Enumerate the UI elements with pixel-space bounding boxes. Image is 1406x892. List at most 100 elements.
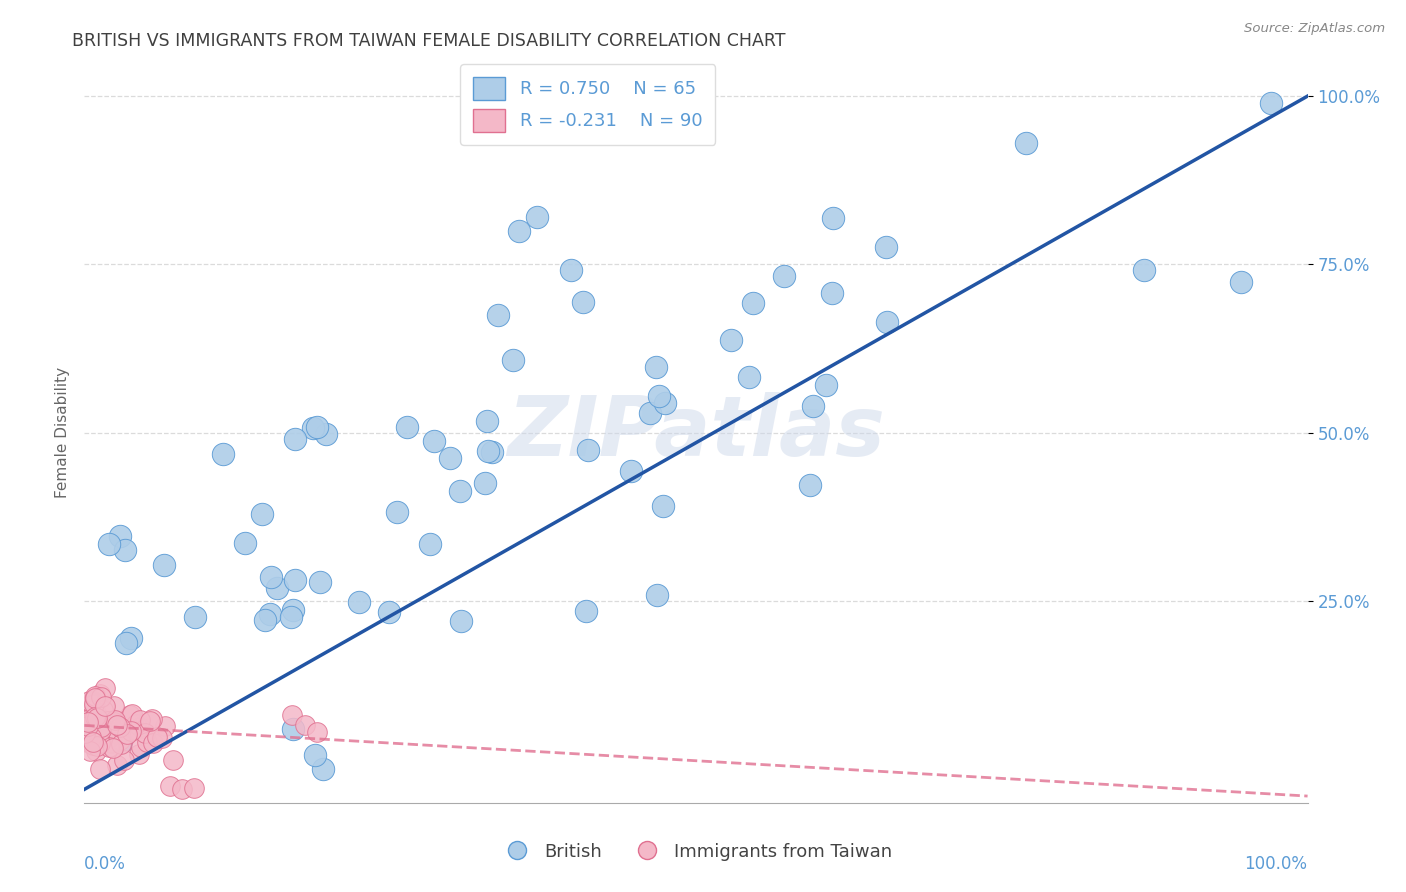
- Point: [101, 741, 124, 756]
- Point: [86, 711, 108, 725]
- Point: [309, 574, 332, 589]
- Point: [347, 595, 370, 609]
- Point: [84, 690, 107, 705]
- Point: [82, 717, 104, 731]
- Point: [94, 717, 117, 731]
- Point: [801, 399, 824, 413]
- Point: [738, 370, 761, 384]
- Point: [121, 706, 143, 721]
- Point: [129, 720, 152, 734]
- Point: [115, 636, 138, 650]
- Point: [129, 739, 152, 754]
- Point: [475, 414, 498, 428]
- Point: [79, 743, 101, 757]
- Point: [108, 733, 131, 747]
- Point: [159, 779, 181, 793]
- Point: [82, 735, 104, 749]
- Point: [125, 717, 148, 731]
- Point: [481, 444, 503, 458]
- Point: [96, 714, 118, 728]
- Point: [77, 709, 100, 723]
- Point: [84, 726, 107, 740]
- Point: [91, 703, 114, 717]
- Point: [1015, 136, 1038, 151]
- Point: [486, 308, 509, 322]
- Point: [280, 610, 302, 624]
- Point: [75, 726, 97, 740]
- Point: [89, 736, 111, 750]
- Point: [152, 558, 174, 572]
- Point: [560, 263, 582, 277]
- Point: [98, 715, 121, 730]
- Point: [283, 603, 305, 617]
- Point: [87, 726, 110, 740]
- Text: 100.0%: 100.0%: [1244, 855, 1308, 872]
- Point: [114, 542, 136, 557]
- Point: [575, 604, 598, 618]
- Point: [640, 406, 662, 420]
- Point: [1260, 95, 1282, 110]
- Point: [648, 389, 671, 403]
- Point: [823, 211, 845, 226]
- Point: [84, 690, 107, 704]
- Point: [76, 731, 98, 745]
- Point: [283, 574, 305, 588]
- Point: [105, 757, 128, 772]
- Point: [77, 716, 100, 731]
- Point: [254, 614, 277, 628]
- Point: [741, 295, 763, 310]
- Point: [315, 426, 337, 441]
- Point: [82, 694, 104, 708]
- Point: [266, 581, 288, 595]
- Point: [385, 505, 408, 519]
- Point: [449, 484, 471, 499]
- Point: [620, 464, 643, 478]
- Point: [90, 723, 112, 737]
- Point: [82, 712, 104, 726]
- Point: [302, 420, 325, 434]
- Point: [211, 447, 233, 461]
- Point: [84, 744, 107, 758]
- Point: [77, 735, 100, 749]
- Point: [654, 396, 676, 410]
- Point: [162, 753, 184, 767]
- Point: [281, 708, 304, 723]
- Point: [82, 738, 104, 752]
- Point: [142, 736, 165, 750]
- Point: [82, 703, 104, 717]
- Point: [75, 731, 97, 745]
- Point: [76, 714, 98, 728]
- Point: [172, 782, 194, 797]
- Point: [86, 739, 108, 753]
- Point: [79, 721, 101, 735]
- Point: [145, 730, 167, 744]
- Point: [799, 478, 821, 492]
- Point: [423, 434, 446, 448]
- Point: [311, 762, 333, 776]
- Point: [1229, 275, 1251, 289]
- Point: [97, 714, 120, 729]
- Point: [875, 240, 897, 254]
- Point: [651, 499, 673, 513]
- Point: [377, 605, 399, 619]
- Point: [93, 700, 115, 714]
- Point: [83, 709, 105, 723]
- Point: [260, 570, 283, 584]
- Point: [107, 726, 129, 740]
- Point: [80, 731, 103, 745]
- Point: [100, 736, 122, 750]
- Point: [91, 714, 114, 729]
- Point: [1133, 263, 1156, 277]
- Point: [94, 699, 117, 714]
- Point: [82, 737, 104, 751]
- Point: [110, 737, 132, 751]
- Point: [108, 720, 131, 734]
- Point: [98, 740, 121, 755]
- Point: [76, 719, 98, 733]
- Point: [120, 707, 142, 722]
- Point: [75, 725, 97, 739]
- Y-axis label: Female Disability: Female Disability: [55, 367, 70, 499]
- Point: [98, 537, 121, 551]
- Point: [103, 698, 125, 713]
- Text: BRITISH VS IMMIGRANTS FROM TAIWAN FEMALE DISABILITY CORRELATION CHART: BRITISH VS IMMIGRANTS FROM TAIWAN FEMALE…: [72, 32, 786, 50]
